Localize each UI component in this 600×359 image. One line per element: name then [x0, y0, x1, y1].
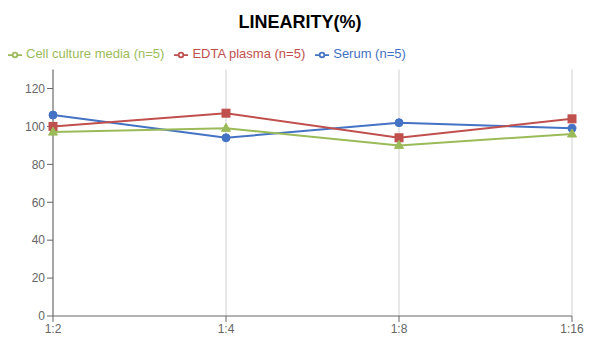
- html-text:Serum (n=5): Serum (n=5): [333, 46, 406, 61]
- svg-text:1:2: 1:2: [45, 322, 62, 336]
- svg-text:0: 0: [38, 309, 45, 323]
- html-text:EDTA plasma (n=5): EDTA plasma (n=5): [192, 46, 306, 61]
- svg-text:100: 100: [25, 120, 45, 134]
- svg-text:120: 120: [25, 82, 45, 96]
- svg-text:20: 20: [32, 271, 46, 285]
- svg-text:40: 40: [32, 233, 46, 247]
- svg-text:1:4: 1:4: [218, 322, 235, 336]
- svg-text:80: 80: [32, 158, 46, 172]
- html-text:LINEARITY(%): LINEARITY(%): [238, 12, 362, 32]
- svg-text:1:16: 1:16: [560, 322, 584, 336]
- svg-text:60: 60: [32, 196, 46, 210]
- html-text:Cell culture media (n=5): Cell culture media (n=5): [26, 46, 165, 61]
- svg-text:1:8: 1:8: [391, 322, 408, 336]
